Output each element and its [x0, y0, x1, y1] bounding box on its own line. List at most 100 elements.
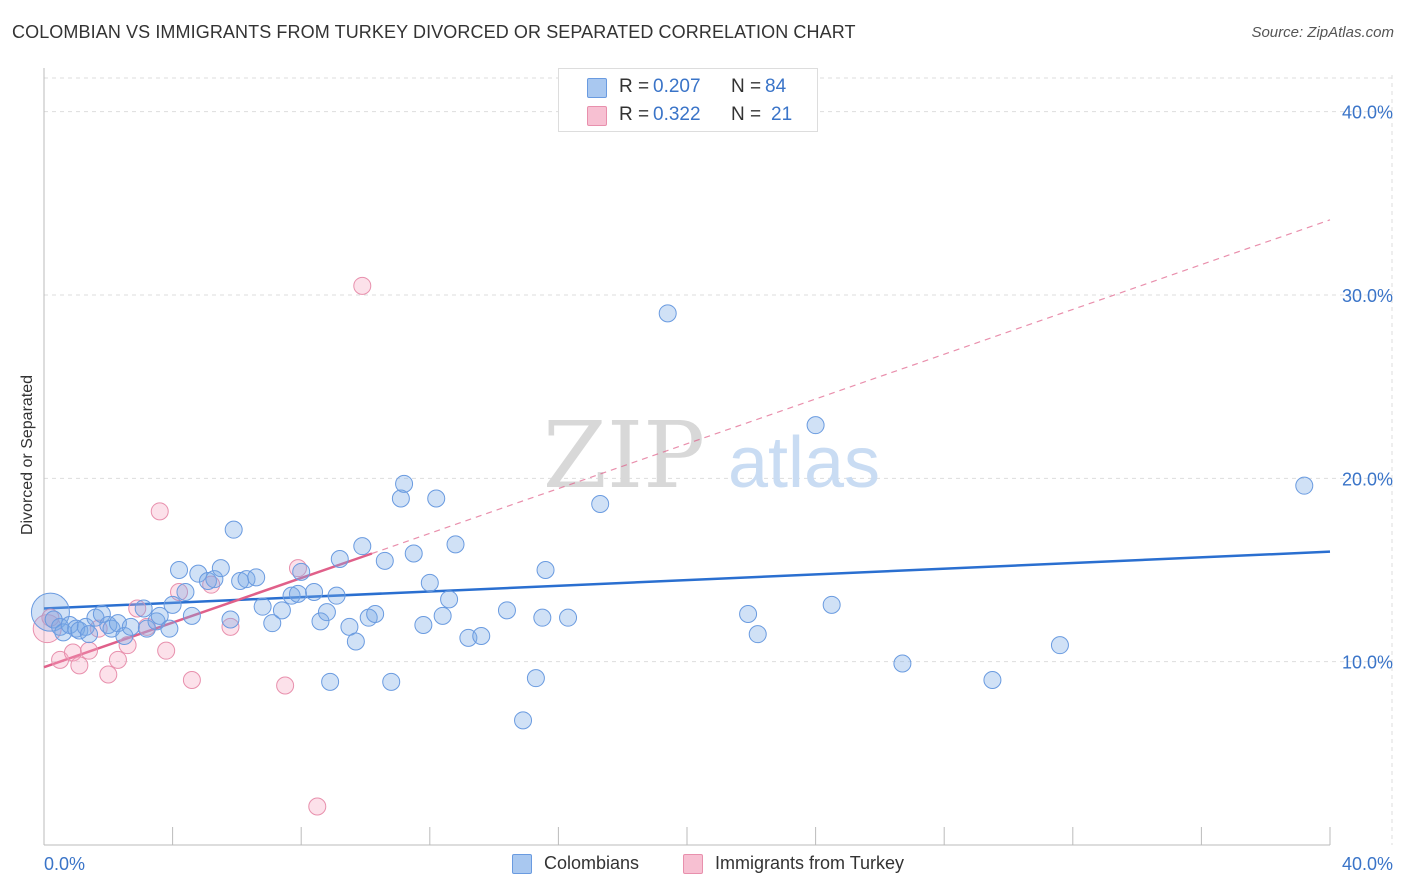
point-colombians [150, 606, 169, 625]
y-tick-label: 10.0% [1342, 653, 1393, 673]
point-colombians [44, 610, 63, 629]
y-axis-label: Divorced or Separated [19, 374, 36, 536]
point-turkey [70, 656, 89, 675]
point-colombians [92, 605, 111, 623]
trend-lines [43, 219, 1331, 669]
point-colombians [221, 610, 240, 629]
point-colombians [205, 570, 224, 589]
legend-r-label: R = [619, 76, 650, 97]
grid-lines [44, 75, 1393, 845]
point-colombians [739, 605, 758, 623]
point-colombians [1050, 636, 1069, 655]
point-colombians [536, 561, 555, 579]
legend-n-value: 84 [765, 76, 787, 97]
point-colombians [224, 520, 243, 539]
point-turkey [202, 575, 221, 594]
y-tick-label: 20.0% [1342, 469, 1393, 489]
point-turkey [99, 665, 118, 684]
point-colombians [658, 304, 677, 323]
point-turkey [150, 502, 169, 521]
bottom-legend-label-colombians: Colombians [544, 853, 640, 873]
x-tick-label: 0.0% [44, 854, 85, 874]
source-label: Source: ZipAtlas.com [1251, 24, 1394, 41]
point-turkey [128, 599, 147, 618]
point-turkey [288, 559, 307, 578]
point-colombians [198, 572, 217, 590]
axes [43, 68, 1331, 846]
point-colombians [526, 669, 545, 688]
x-tick-label: 40.0% [1342, 854, 1393, 874]
point-colombians [272, 601, 291, 620]
point-colombians [375, 551, 394, 570]
legend-n-value: 21 [771, 104, 793, 125]
point-colombians [395, 474, 414, 493]
legend-r-value: 0.207 [653, 76, 701, 97]
point-turkey [157, 641, 176, 660]
legend: R = 0.207 N = 84 R = 0.322 N = 21 [558, 68, 818, 132]
series-turkey-points [32, 276, 372, 816]
point-colombians [427, 489, 446, 508]
point-colombians [433, 606, 452, 625]
point-colombians [137, 619, 156, 638]
point-colombians [391, 489, 410, 508]
point-colombians [115, 627, 134, 645]
point-colombians [382, 672, 401, 691]
point-turkey [182, 671, 201, 689]
watermark-atlas: atlas [728, 423, 880, 503]
point-colombians [440, 590, 459, 609]
legend-n-label: N = [731, 104, 762, 125]
watermark-zip: ZIP [543, 402, 705, 509]
point-colombians [1295, 476, 1314, 495]
point-colombians [253, 597, 272, 616]
point-colombians [420, 573, 439, 592]
bottom-legend-swatch-turkey [683, 854, 703, 874]
point-colombians [176, 583, 195, 601]
point-colombians [30, 592, 70, 632]
y-tick-label: 30.0% [1342, 286, 1393, 306]
tick-labels: 10.0% 20.0% 30.0% 40.0% 0.0% 40.0% [44, 103, 1393, 874]
point-colombians [446, 535, 465, 554]
point-colombians [211, 559, 230, 578]
point-colombians [263, 614, 282, 633]
legend-r-value: 0.322 [653, 104, 701, 125]
point-colombians [321, 672, 340, 691]
point-colombians [317, 603, 336, 622]
point-colombians [160, 619, 179, 638]
point-colombians [414, 616, 433, 634]
point-colombians [327, 586, 346, 605]
point-colombians [983, 671, 1002, 689]
point-turkey [80, 641, 99, 660]
trend-line-turkey [43, 552, 373, 669]
point-colombians [404, 544, 423, 563]
point-colombians [366, 605, 385, 623]
point-colombians [247, 568, 266, 587]
point-colombians [163, 595, 182, 614]
point-colombians [591, 495, 610, 513]
point-colombians [330, 550, 349, 568]
legend-swatch-colombians [587, 78, 607, 98]
point-colombians [305, 583, 324, 601]
point-colombians [822, 595, 841, 614]
point-colombians [893, 654, 912, 673]
point-colombians [806, 416, 825, 435]
point-turkey [41, 608, 60, 627]
legend-n-label: N = [731, 76, 762, 97]
chart-title: COLOMBIAN VS IMMIGRANTS FROM TURKEY DIVO… [12, 22, 856, 42]
point-colombians [514, 711, 533, 730]
point-turkey [276, 676, 295, 695]
legend-swatch-turkey [587, 106, 607, 126]
point-colombians [80, 625, 99, 644]
point-colombians [559, 608, 578, 627]
point-colombians [748, 625, 767, 644]
bottom-legend-swatch-colombians [512, 854, 532, 874]
point-turkey [221, 617, 240, 636]
legend-r-label: R = [619, 104, 650, 125]
point-colombians [346, 632, 365, 651]
point-colombians [121, 617, 140, 636]
point-colombians [288, 584, 307, 603]
point-turkey [308, 797, 327, 816]
series-colombians-points [30, 304, 1314, 730]
y-tick-label: 40.0% [1342, 103, 1393, 123]
point-colombians [497, 601, 516, 620]
